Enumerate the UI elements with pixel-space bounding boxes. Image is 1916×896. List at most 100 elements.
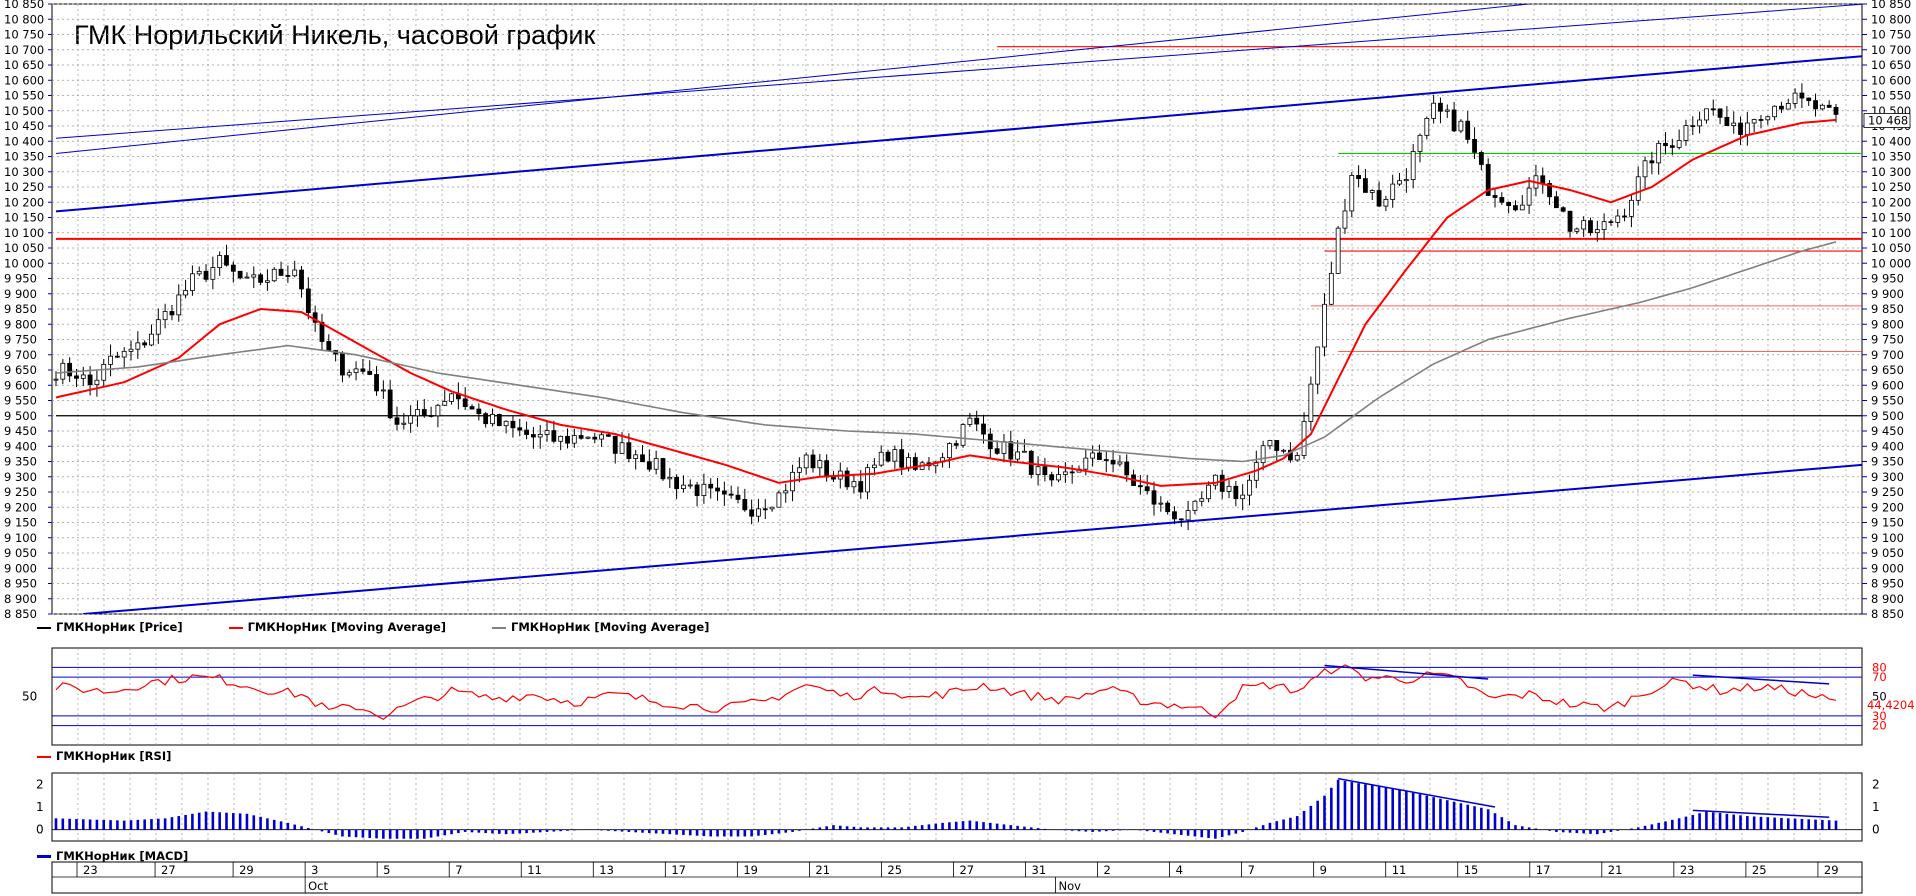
price-candle [1669,145,1675,148]
price-candle [435,404,441,417]
x-day-label: 7 [1248,863,1255,877]
price-candle [87,374,93,386]
price-candle [599,434,604,440]
price-candle [1472,139,1477,153]
price-candle [1758,119,1764,121]
price-candle [1608,221,1614,224]
price-candle [1438,102,1443,112]
price-candle [353,368,359,374]
price-candle [1281,449,1286,452]
price-y-tick-right: 10 750 [1871,28,1911,42]
price-candle [387,389,393,419]
price-y-tick-left: 10 800 [4,12,44,26]
price-candle [503,420,509,427]
price-y-tick-right: 10 400 [1871,134,1911,148]
price-candle [189,273,195,291]
legend-ma-red[interactable]: ГМКНорНик [Moving Average] [228,620,446,634]
price-candle [1492,195,1498,198]
price-y-tick-left: 10 600 [4,73,44,87]
price-candle [1199,498,1205,502]
price-candle [1478,152,1484,165]
price-candle [1704,108,1709,121]
price-candle [1744,122,1750,135]
x-day-label: 9 [1320,863,1327,877]
price-candle [674,476,680,489]
price-candle [817,460,823,469]
price-candle [1724,116,1730,126]
legend-ma-gray[interactable]: ГМКНорНик [Moving Average] [492,620,709,634]
price-candle [1826,104,1832,108]
price-candle [762,508,768,511]
price-candle [687,484,693,487]
price-candle [462,398,468,408]
price-candle [626,442,632,459]
price-candle [1458,120,1464,132]
trend-line [55,55,1862,213]
price-y-tick-left: 10 700 [4,43,44,57]
legend-price[interactable]: ГМКНорНик [Price] [37,620,183,634]
price-candle [135,342,141,350]
price-candle [1363,178,1368,193]
price-candle [401,422,407,425]
price-candle [265,280,270,283]
price-y-tick-right: 10 150 [1871,211,1911,225]
price-candle [380,389,386,392]
price-y-tick-right: 8 900 [1871,592,1904,606]
price-y-tick-left: 9 200 [4,500,37,514]
price-candle [53,378,59,381]
rsi-y-tick-right: 70 [1872,670,1887,684]
x-day-label: 4 [1176,863,1183,877]
trend-line [83,463,1862,614]
price-y-tick-left: 9 700 [4,348,37,362]
x-day-label: 25 [887,863,902,877]
macd-y-tick-left: 0 [36,823,44,837]
price-candle [728,493,734,496]
price-candle [1342,210,1348,229]
price-candle [1240,494,1246,500]
macd-legend[interactable]: ГМКНорНик [MACD] [37,849,188,863]
price-candle [1567,210,1573,232]
price-y-tick-right: 10 800 [1871,12,1911,26]
price-y-tick-right: 9 350 [1871,455,1904,469]
price-y-tick-right: 10 700 [1871,43,1911,57]
price-candle [114,355,120,358]
price-y-tick-left: 9 500 [4,409,37,423]
price-y-tick-left: 9 600 [4,378,37,392]
price-candle [967,417,973,425]
price-candle [217,255,223,268]
price-y-tick-right: 10 100 [1871,226,1911,240]
price-candle [796,467,802,473]
price-candle [878,451,884,466]
price-candle [149,333,154,346]
ma-red-line [55,118,1837,487]
price-candle [524,429,529,435]
x-day-label: 27 [161,863,176,877]
price-candle [1547,183,1552,198]
price-candle [653,458,659,470]
price-candle [660,458,666,480]
price-y-tick-left: 10 300 [4,165,44,179]
price-candle [428,415,434,417]
price-candle [844,470,850,488]
price-y-tick-left: 10 100 [4,226,44,240]
rsi-legend[interactable]: ГМКНорНик [RSI] [37,749,171,763]
trend-line [55,4,1530,154]
price-candle [1710,108,1716,111]
price-candle [1485,164,1491,196]
price-candle [1376,190,1382,207]
price-candle [1042,466,1048,476]
price-candle [108,355,113,365]
chart-title: ГМК Норильский Никель, часовой график [74,20,596,50]
price-candle [449,393,454,402]
price-y-tick-right: 9 950 [1871,272,1904,286]
price-candle [1683,125,1689,141]
price-candle [551,430,557,442]
ma-gray-line [55,241,1837,463]
price-candle [1069,471,1075,474]
price-candle [1615,215,1621,223]
x-day-label: 29 [1824,863,1839,877]
price-candle [1178,518,1184,521]
price-y-tick-right: 10 650 [1871,58,1911,72]
